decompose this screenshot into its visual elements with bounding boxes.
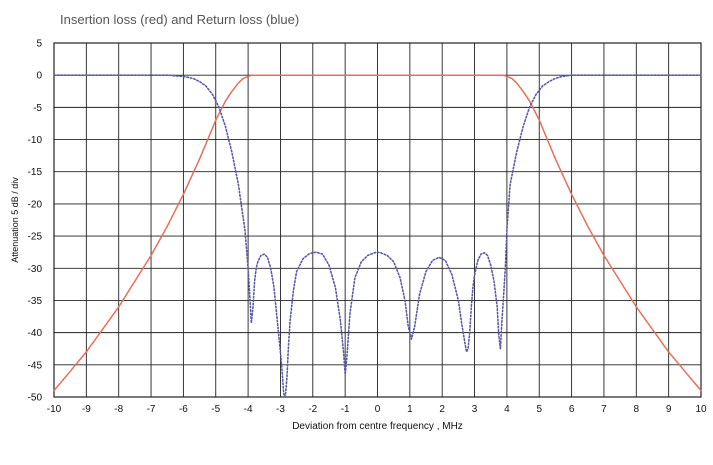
series-group [53, 74, 702, 398]
x-tick-label: -9 [82, 404, 91, 415]
x-tick-label: -4 [244, 404, 253, 415]
y-tick-label: -30 [28, 264, 43, 275]
grid [53, 42, 702, 398]
x-tick-label: 0 [375, 404, 381, 415]
x-tick-label: -1 [341, 404, 350, 415]
y-tick-label: -45 [28, 360, 43, 371]
y-tick-label: -40 [28, 328, 43, 339]
x-tick-label: 7 [601, 404, 607, 415]
y-axis-label: Attenuation 5 dB / div [10, 177, 20, 263]
x-tick-label: -5 [211, 404, 220, 415]
x-tick-label: 6 [569, 404, 575, 415]
x-tick-label: 2 [439, 404, 445, 415]
y-tick-label: 0 [36, 71, 42, 82]
x-tick-label: -6 [179, 404, 188, 415]
insertion-loss-line [53, 74, 702, 392]
y-tick-label: -20 [28, 199, 43, 210]
y-tick-label: -15 [28, 167, 43, 178]
x-tick-label: -8 [114, 404, 123, 415]
x-tick-label: 4 [504, 404, 510, 415]
axes: -10 -9 -8 -7 -6 -5 -4 -3 -2 -1 0 1 2 3 4 5 6 7 8 9 1050-5-10… [10, 39, 707, 433]
y-tick-label: -10 [28, 135, 43, 146]
x-tick-label: -10 [47, 404, 62, 415]
y-tick-label: 5 [36, 39, 42, 50]
x-tick-label: 9 [666, 404, 672, 415]
x-tick-label: 1 [407, 404, 413, 415]
x-tick-label: -3 [276, 404, 285, 415]
chart-title: Insertion loss (red) and Return loss (bl… [60, 12, 300, 27]
x-tick-label: -7 [147, 404, 156, 415]
x-tick-label: 5 [536, 404, 542, 415]
y-tick-label: -35 [28, 296, 43, 307]
return-loss-line [53, 74, 702, 398]
x-tick-label: 3 [472, 404, 478, 415]
x-tick-label: 8 [634, 404, 640, 415]
x-tick-label: -2 [308, 404, 317, 415]
y-tick-label: -5 [33, 103, 42, 114]
x-tick-label: 10 [695, 404, 707, 415]
y-tick-label: -50 [28, 393, 43, 404]
y-tick-label: -25 [28, 232, 43, 243]
x-axis-label: Deviation from centre frequency , MHz [292, 421, 463, 432]
